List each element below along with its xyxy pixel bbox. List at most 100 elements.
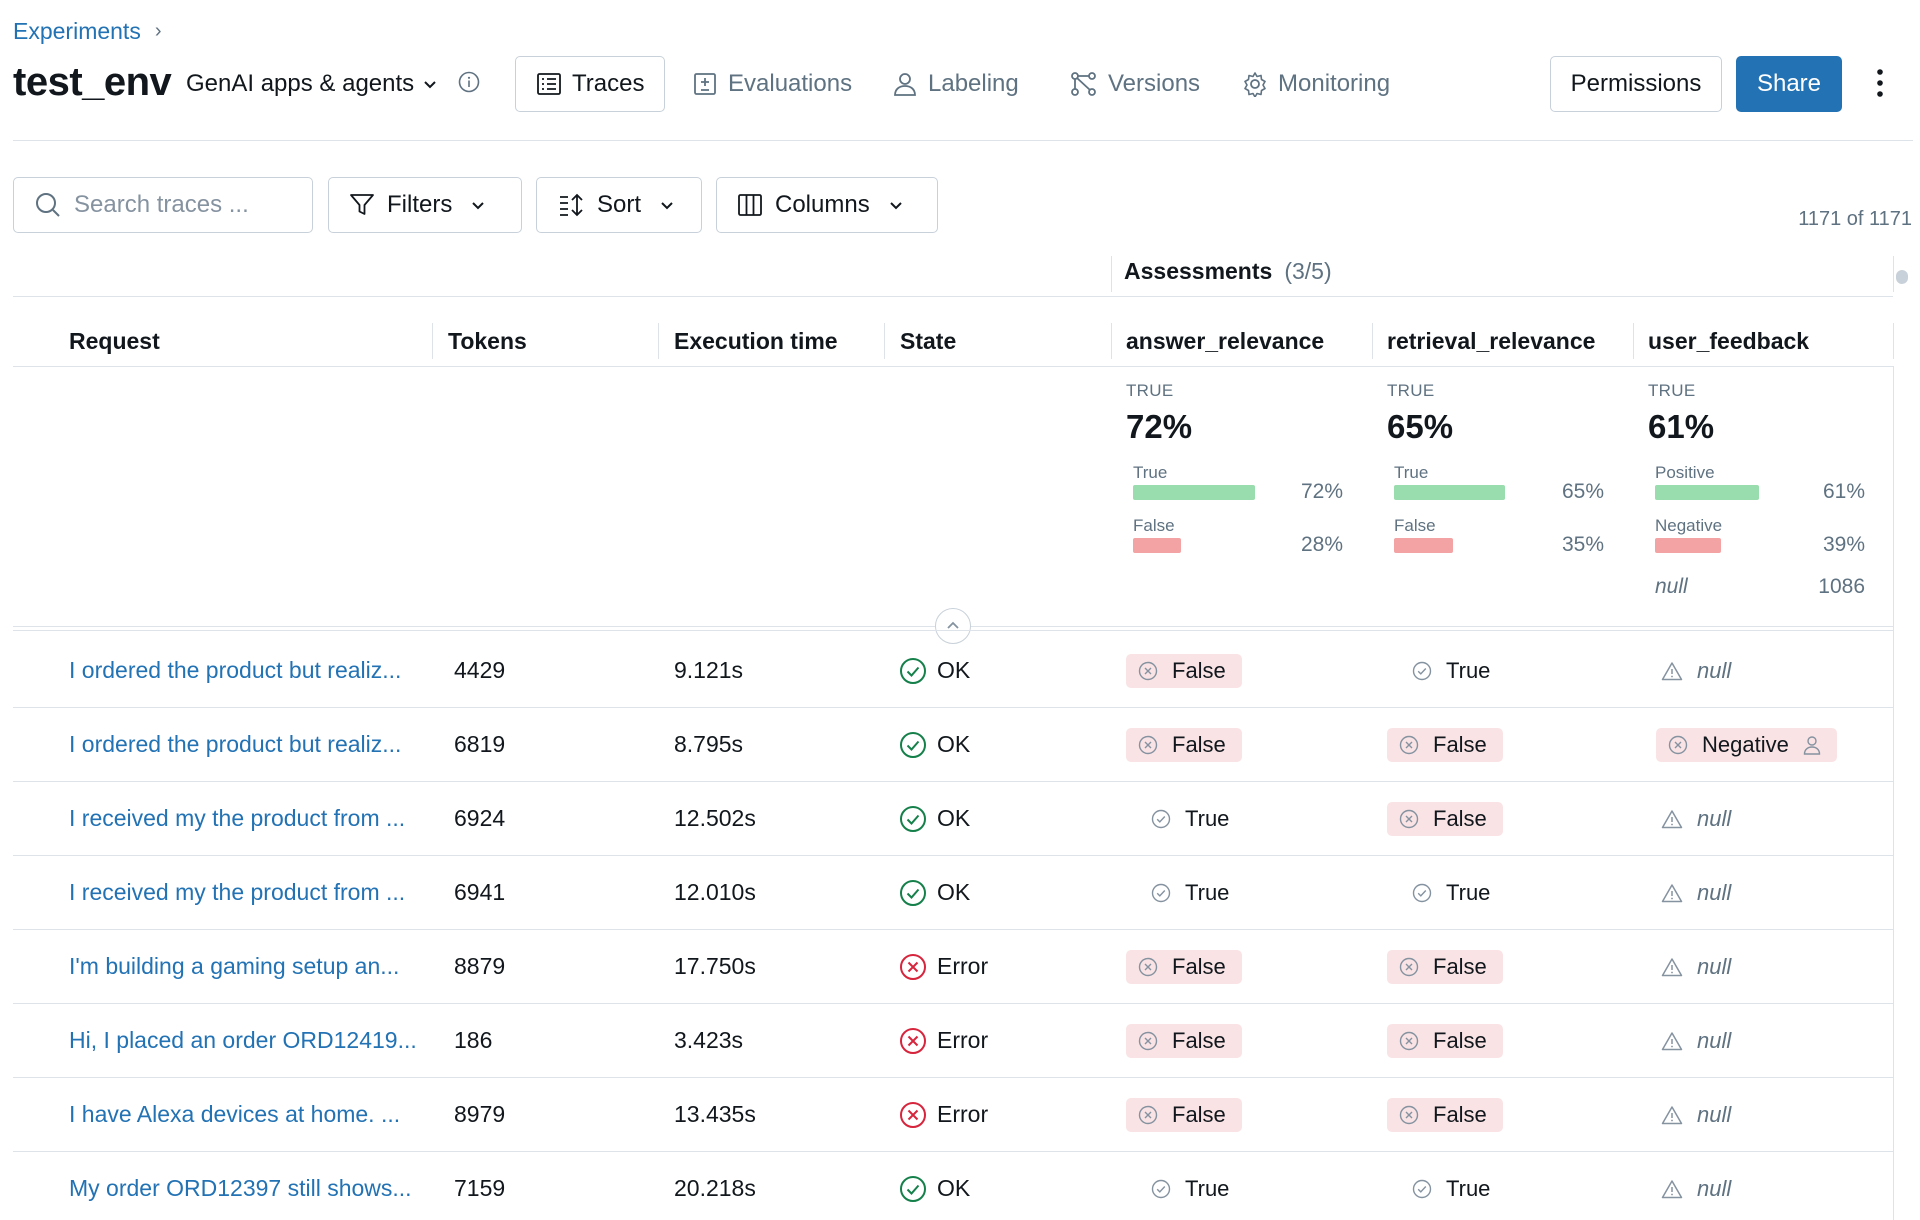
- null-assessment: null: [1661, 1176, 1731, 1202]
- assessment-chip[interactable]: False: [1387, 727, 1503, 762]
- app-type-dropdown[interactable]: GenAI apps & agents: [186, 70, 438, 98]
- error-x-icon: [899, 953, 927, 981]
- null-count: 1086: [1818, 575, 1865, 598]
- table-row[interactable]: I ordered the product but realiz... 4429…: [13, 634, 1893, 707]
- retrieval-relevance-cell: False: [1387, 1004, 1503, 1077]
- permissions-button[interactable]: Permissions: [1550, 56, 1722, 112]
- request-link[interactable]: My order ORD12397 still shows...: [69, 1175, 412, 1201]
- filters-button[interactable]: Filters: [328, 177, 522, 233]
- answer-relevance-cell: True: [1139, 856, 1245, 929]
- filter-icon: [349, 192, 375, 218]
- table-row[interactable]: I received my the product from ... 6941 …: [13, 856, 1893, 929]
- assessment-value: False: [1433, 1027, 1487, 1053]
- null-assessment: null: [1661, 806, 1731, 832]
- state-value: OK: [937, 879, 971, 905]
- distribution-bar[interactable]: [1655, 485, 1759, 500]
- request-link[interactable]: I have Alexa devices at home. ...: [69, 1101, 401, 1127]
- filters-label: Filters: [387, 191, 453, 218]
- column-header-state[interactable]: State: [900, 328, 957, 354]
- column-divider[interactable]: [1633, 323, 1634, 359]
- request-link[interactable]: Hi, I placed an order ORD12419...: [69, 1027, 417, 1053]
- assessment-chip[interactable]: False: [1387, 949, 1503, 984]
- trace-count: 1171 of 1171: [1798, 208, 1912, 230]
- distribution-percent: 28%: [1300, 533, 1343, 556]
- column-header-user-feedback[interactable]: user_feedback: [1648, 328, 1810, 354]
- assessment-chip[interactable]: True: [1139, 876, 1245, 910]
- table-row[interactable]: I received my the product from ... 6924 …: [13, 782, 1893, 855]
- distribution-bar[interactable]: [1133, 538, 1181, 553]
- collapse-summary-button[interactable]: [935, 608, 971, 644]
- table-row[interactable]: I have Alexa devices at home. ... 8979 1…: [13, 1078, 1893, 1151]
- tab-traces[interactable]: Traces: [515, 56, 666, 112]
- ok-check-icon: [899, 1175, 927, 1203]
- assessment-chip[interactable]: False: [1387, 801, 1503, 836]
- assessment-chip[interactable]: False: [1126, 1023, 1242, 1058]
- check-circle-icon: [1151, 1179, 1171, 1199]
- columns-label: Columns: [775, 191, 870, 218]
- assessments-label: Assessments: [1124, 258, 1273, 284]
- columns-button[interactable]: Columns: [716, 177, 938, 233]
- assessment-chip[interactable]: False: [1387, 1023, 1503, 1058]
- column-header-answer-relevance[interactable]: answer_relevance: [1126, 328, 1325, 354]
- search-icon: [34, 191, 62, 219]
- breadcrumb: Experiments ›: [13, 18, 162, 45]
- distribution-percent: 35%: [1561, 533, 1604, 556]
- breadcrumb-experiments-link[interactable]: Experiments: [13, 18, 141, 44]
- column-divider[interactable]: [658, 323, 659, 359]
- x-circle-icon: [1399, 735, 1419, 755]
- tab-versions[interactable]: Versions: [1050, 56, 1220, 112]
- x-circle-icon: [1399, 1105, 1419, 1125]
- assessment-chip[interactable]: False: [1387, 1097, 1503, 1132]
- distribution-bar[interactable]: [1394, 538, 1453, 553]
- table-row[interactable]: I ordered the product but realiz... 6819…: [13, 708, 1893, 781]
- request-link[interactable]: I ordered the product but realiz...: [69, 657, 402, 683]
- tab-labeling[interactable]: Labeling: [872, 56, 1039, 112]
- sort-label: Sort: [597, 191, 642, 218]
- table-row[interactable]: Hi, I placed an order ORD12419... 186 3.…: [13, 1004, 1893, 1077]
- assessment-chip[interactable]: True: [1400, 876, 1506, 910]
- assessment-chip[interactable]: True: [1400, 654, 1506, 688]
- table-edge: [1893, 256, 1894, 292]
- retrieval-relevance-cell: False: [1387, 782, 1503, 855]
- assessment-chip[interactable]: True: [1139, 1172, 1245, 1206]
- search-input[interactable]: Search traces ...: [13, 177, 313, 233]
- user-feedback-cell: Negative: [1656, 708, 1837, 781]
- assessment-chip[interactable]: False: [1126, 949, 1242, 984]
- tab-evaluations[interactable]: Evaluations: [672, 56, 872, 112]
- list-icon: [536, 71, 562, 97]
- column-divider[interactable]: [884, 323, 885, 359]
- request-link[interactable]: I received my the product from ...: [69, 805, 406, 831]
- sort-button[interactable]: Sort: [536, 177, 702, 233]
- assessment-value: True: [1446, 879, 1491, 905]
- column-header-tokens[interactable]: Tokens: [448, 328, 527, 354]
- request-link[interactable]: I received my the product from ...: [69, 879, 406, 905]
- tab-label: Traces: [572, 70, 645, 97]
- column-header-retrieval-relevance[interactable]: retrieval_relevance: [1387, 328, 1596, 354]
- request-link[interactable]: I'm building a gaming setup an...: [69, 953, 400, 979]
- more-options-icon[interactable]: [1876, 68, 1884, 98]
- assessment-chip[interactable]: False: [1126, 653, 1242, 688]
- request-link[interactable]: I ordered the product but realiz...: [69, 731, 402, 757]
- assessment-chip[interactable]: False: [1126, 1097, 1242, 1132]
- info-icon[interactable]: [458, 71, 480, 93]
- table-row[interactable]: My order ORD12397 still shows... 7159 20…: [13, 1152, 1893, 1220]
- assessment-chip[interactable]: True: [1139, 802, 1245, 836]
- column-divider[interactable]: [1111, 323, 1112, 359]
- distribution-bar[interactable]: [1394, 485, 1505, 500]
- column-divider[interactable]: [1372, 323, 1373, 359]
- table-row[interactable]: I'm building a gaming setup an... 8879 1…: [13, 930, 1893, 1003]
- distribution-bar[interactable]: [1133, 485, 1255, 500]
- assessment-chip[interactable]: True: [1400, 1172, 1506, 1206]
- share-button[interactable]: Share: [1736, 56, 1842, 112]
- scrollbar-thumb[interactable]: [1896, 270, 1908, 284]
- row-divider: [13, 1003, 1893, 1004]
- assessment-chip[interactable]: False: [1126, 727, 1242, 762]
- column-header-execution-time[interactable]: Execution time: [674, 328, 838, 354]
- answer-relevance-cell: False: [1126, 1078, 1242, 1151]
- assessment-chip[interactable]: Negative: [1656, 727, 1837, 762]
- distribution-bar[interactable]: [1655, 538, 1721, 553]
- tab-monitoring[interactable]: Monitoring: [1222, 56, 1410, 112]
- distribution-label: False: [1133, 516, 1175, 535]
- column-divider[interactable]: [432, 323, 433, 359]
- column-header-request[interactable]: Request: [69, 328, 160, 354]
